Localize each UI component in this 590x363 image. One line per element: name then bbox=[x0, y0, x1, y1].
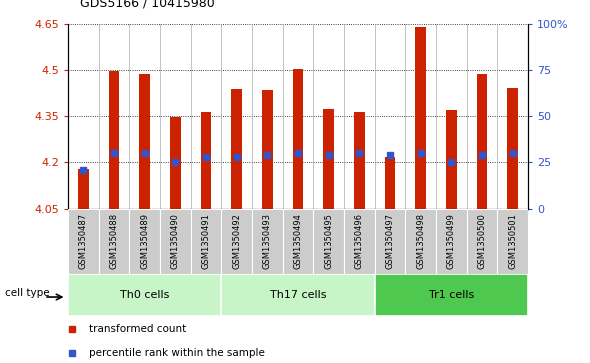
Text: GSM1350490: GSM1350490 bbox=[171, 213, 180, 269]
Bar bbox=[436, 209, 467, 274]
Text: GSM1350499: GSM1350499 bbox=[447, 213, 456, 269]
Text: GSM1350500: GSM1350500 bbox=[477, 213, 487, 269]
Bar bbox=[375, 274, 528, 316]
Bar bbox=[252, 209, 283, 274]
Bar bbox=[405, 209, 436, 274]
Bar bbox=[375, 209, 405, 274]
Text: GSM1350487: GSM1350487 bbox=[78, 213, 88, 269]
Bar bbox=[170, 117, 181, 209]
Bar bbox=[99, 209, 129, 274]
Bar bbox=[313, 209, 344, 274]
Text: transformed count: transformed count bbox=[88, 324, 186, 334]
Text: GSM1350495: GSM1350495 bbox=[324, 213, 333, 269]
Bar bbox=[283, 209, 313, 274]
Text: Th17 cells: Th17 cells bbox=[270, 290, 326, 300]
Bar bbox=[78, 168, 88, 209]
Bar bbox=[477, 74, 487, 209]
Text: GSM1350489: GSM1350489 bbox=[140, 213, 149, 269]
Text: GDS5166 / 10415980: GDS5166 / 10415980 bbox=[80, 0, 214, 9]
Text: GSM1350501: GSM1350501 bbox=[508, 213, 517, 269]
Bar bbox=[293, 69, 303, 209]
Bar bbox=[139, 74, 150, 209]
Bar bbox=[68, 274, 221, 316]
Text: Th0 cells: Th0 cells bbox=[120, 290, 169, 300]
Bar bbox=[109, 72, 119, 209]
Bar bbox=[323, 109, 334, 209]
Text: GSM1350497: GSM1350497 bbox=[385, 213, 395, 269]
Text: percentile rank within the sample: percentile rank within the sample bbox=[88, 348, 264, 358]
Bar bbox=[344, 209, 375, 274]
Text: Tr1 cells: Tr1 cells bbox=[429, 290, 474, 300]
Bar bbox=[221, 209, 252, 274]
Bar bbox=[68, 209, 99, 274]
Text: GSM1350491: GSM1350491 bbox=[201, 213, 211, 269]
Text: GSM1350492: GSM1350492 bbox=[232, 213, 241, 269]
Bar bbox=[221, 274, 375, 316]
Bar bbox=[446, 110, 457, 209]
Bar bbox=[354, 111, 365, 209]
Text: GSM1350498: GSM1350498 bbox=[416, 213, 425, 269]
Bar bbox=[497, 209, 528, 274]
Bar bbox=[467, 209, 497, 274]
Text: GSM1350496: GSM1350496 bbox=[355, 213, 364, 269]
Text: GSM1350494: GSM1350494 bbox=[293, 213, 303, 269]
Bar bbox=[262, 90, 273, 209]
Text: cell type: cell type bbox=[5, 288, 50, 298]
Bar bbox=[415, 27, 426, 209]
Bar bbox=[129, 209, 160, 274]
Bar bbox=[160, 209, 191, 274]
Bar bbox=[191, 209, 221, 274]
Bar bbox=[201, 111, 211, 209]
Text: GSM1350493: GSM1350493 bbox=[263, 213, 272, 269]
Bar bbox=[385, 157, 395, 209]
Text: GSM1350488: GSM1350488 bbox=[109, 213, 119, 269]
Bar bbox=[231, 89, 242, 209]
Bar bbox=[507, 88, 518, 209]
